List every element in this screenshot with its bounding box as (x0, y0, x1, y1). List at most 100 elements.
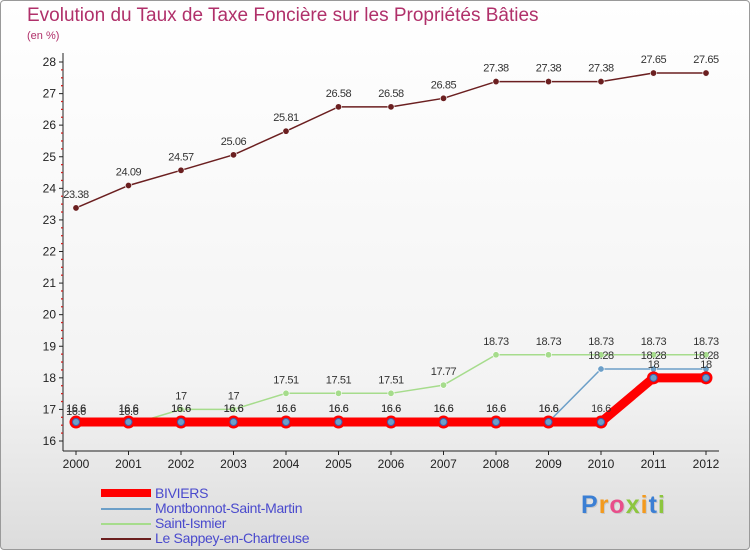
data-point-saint-ismier (649, 351, 657, 359)
data-point-le-sappey-en-chartreuse (544, 78, 552, 86)
legend-item-le-sappey: Le Sappey-en-Chartreuse (101, 530, 401, 546)
chart-point-labels: 23.38 24.09 24.57 25.06 25.81 26.58 26.58 26.85… (63, 54, 719, 418)
data-label-biviers: 16.6 (486, 403, 506, 415)
x-tick-label: 2000 (63, 457, 90, 471)
data-point-le-sappey-en-chartreuse (282, 127, 290, 135)
data-label-montbonnot-saint-martin: 16.6 (171, 403, 191, 415)
data-label-le-sappey-en-chartreuse: 26.85 (431, 79, 457, 91)
data-point-saint-ismier (439, 381, 447, 389)
chart-series (69, 69, 713, 429)
data-label-biviers: 18 (648, 359, 660, 371)
x-tick-label: 2002 (168, 457, 195, 471)
y-tick-label: 22 (43, 245, 57, 259)
legend-label: Montbonnot-Saint-Martin (155, 500, 303, 516)
data-point-inner-biviers (282, 418, 290, 427)
data-label-montbonnot-saint-martin: 16.6 (119, 403, 139, 415)
data-point-saint-ismier (597, 351, 605, 359)
chart-axes: 16 17 18 19 20 21 22 23 24 25 26 27 28 2000 2001 2002 20… (43, 53, 720, 471)
legend-item-saint-ismier: Saint-Ismier (101, 515, 401, 531)
data-label-saint-ismier: 17.51 (378, 374, 404, 386)
y-tick-label: 25 (43, 150, 57, 164)
data-label-le-sappey-en-chartreuse: 25.06 (221, 136, 247, 148)
data-label-biviers: 16.6 (66, 403, 86, 415)
data-point-le-sappey-en-chartreuse (597, 78, 605, 86)
data-label-biviers: 16.6 (224, 403, 244, 415)
data-label-saint-ismier: 18.73 (641, 336, 667, 348)
brand-letter: i (657, 491, 666, 519)
brand-letter: x (625, 491, 641, 519)
x-tick-label: 2010 (588, 457, 615, 471)
data-point-inner-biviers (334, 418, 343, 427)
x-tick-label: 2008 (483, 457, 510, 471)
data-label-saint-ismier: 17 (175, 390, 187, 402)
data-point-saint-ismier (544, 351, 552, 359)
data-label-biviers: 16.6 (434, 403, 454, 415)
x-tick-label: 2012 (693, 457, 720, 471)
data-label-biviers: 16.6 (171, 403, 191, 415)
y-tick-label: 17 (43, 402, 57, 416)
data-point-inner-biviers (492, 418, 500, 427)
data-point-inner-biviers (439, 418, 448, 427)
data-label-biviers: 16.6 (119, 403, 139, 415)
data-label-biviers: 18 (700, 359, 712, 371)
legend-swatch-le-sappey (101, 538, 151, 540)
data-label-le-sappey-en-chartreuse: 27.38 (588, 63, 614, 75)
data-label-saint-ismier: 18.73 (588, 336, 614, 348)
y-tick-label: 16 (43, 434, 57, 448)
legend-label: Le Sappey-en-Chartreuse (155, 530, 310, 546)
brand-letter: o (609, 491, 626, 519)
y-tick-label: 26 (43, 118, 57, 132)
data-label-le-sappey-en-chartreuse: 27.65 (693, 54, 719, 66)
x-tick-label: 2011 (641, 457, 667, 471)
y-tick-label: 20 (43, 308, 57, 322)
legend-label: Saint-Ismier (155, 515, 227, 531)
y-tick-label: 24 (43, 181, 57, 195)
proxiti-logo: Proxiti (581, 491, 666, 520)
data-label-saint-ismier: 17 (228, 390, 240, 402)
data-point-inner-biviers (702, 373, 710, 382)
data-point-inner-biviers (649, 373, 658, 382)
y-tick-label: 21 (43, 276, 57, 290)
data-label-montbonnot-saint-martin: 16.6 (539, 403, 559, 415)
x-tick-label: 2003 (220, 457, 247, 471)
data-point-saint-ismier (492, 351, 500, 359)
data-label-le-sappey-en-chartreuse: 26.58 (326, 88, 352, 100)
data-point-le-sappey-en-chartreuse (702, 69, 710, 77)
data-label-montbonnot-saint-martin: 16.6 (486, 403, 506, 415)
legend-swatch-montbonnot (101, 508, 151, 510)
data-point-inner-biviers (229, 418, 238, 427)
data-label-le-sappey-en-chartreuse: 24.57 (168, 151, 194, 163)
y-tick-label: 19 (43, 339, 57, 353)
data-label-saint-ismier: 17.51 (326, 374, 352, 386)
chart-legend: BIVIERS Montbonnot-Saint-Martin Saint-Is… (101, 485, 401, 546)
data-label-biviers: 16.6 (381, 403, 401, 415)
data-point-le-sappey-en-chartreuse (492, 78, 500, 86)
data-label-montbonnot-saint-martin: 16.6 (224, 403, 244, 415)
y-tick-label: 27 (43, 87, 57, 101)
x-tick-label: 2001 (115, 457, 142, 471)
data-point-le-sappey-en-chartreuse (125, 181, 133, 189)
y-tick-label: 28 (43, 55, 57, 69)
x-tick-label: 2004 (273, 457, 300, 471)
data-label-biviers: 16.6 (276, 403, 296, 415)
x-tick-label: 2005 (325, 457, 352, 471)
data-label-le-sappey-en-chartreuse: 27.65 (641, 54, 667, 66)
data-label-montbonnot-saint-martin: 16.6 (329, 403, 349, 415)
data-point-inner-biviers (544, 418, 553, 427)
data-label-saint-ismier: 17.51 (273, 374, 299, 386)
data-label-le-sappey-en-chartreuse: 26.58 (378, 88, 404, 100)
legend-swatch-biviers (101, 489, 151, 497)
data-point-le-sappey-en-chartreuse (177, 166, 185, 174)
legend-item-biviers: BIVIERS (101, 485, 401, 501)
data-label-saint-ismier: 18.73 (693, 336, 719, 348)
data-point-le-sappey-en-chartreuse (649, 69, 657, 77)
data-point-inner-biviers (72, 418, 80, 427)
data-point-le-sappey-en-chartreuse (72, 204, 80, 212)
data-label-le-sappey-en-chartreuse: 25.81 (273, 112, 299, 124)
data-label-montbonnot-saint-martin: 18.28 (693, 350, 719, 362)
data-label-montbonnot-saint-martin: 18.28 (641, 350, 667, 362)
brand-letter: P (581, 491, 599, 519)
data-label-montbonnot-saint-martin: 16.6 (434, 403, 454, 415)
